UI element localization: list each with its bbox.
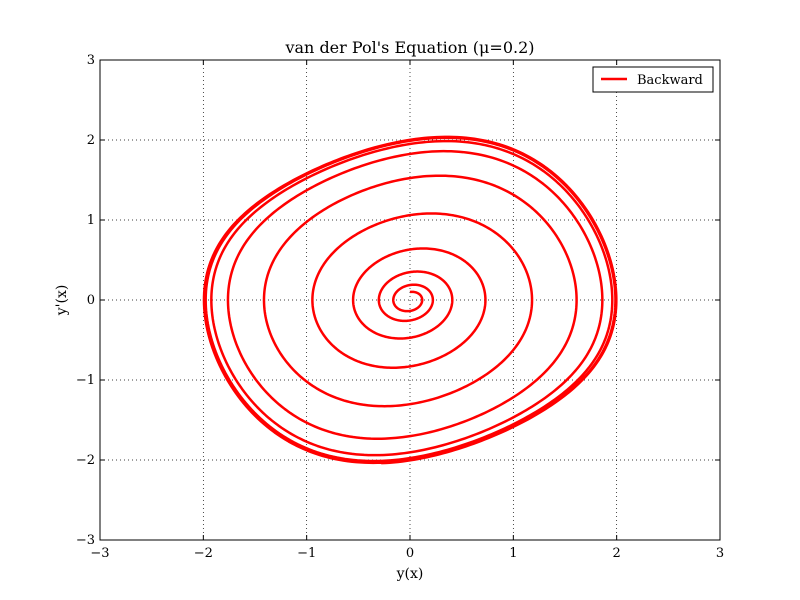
legend: Backward [592, 66, 714, 93]
y-tick-label: 3 [87, 53, 95, 68]
x-tick-label: 1 [509, 546, 517, 561]
x-tick-label: 0 [406, 546, 414, 561]
x-tick-label: 3 [716, 546, 724, 561]
x-tick-label: −2 [194, 546, 213, 561]
y-tick-label: 2 [87, 133, 95, 148]
y-tick-label: 0 [87, 293, 95, 308]
series-layer [202, 135, 618, 465]
y-axis-label: y'(x) [54, 285, 70, 317]
series-line-backward [202, 135, 618, 465]
x-tick-label: −1 [297, 546, 316, 561]
x-axis-label: y(x) [396, 566, 424, 582]
x-tick-label: −3 [90, 546, 109, 561]
y-tick-label: 1 [87, 213, 95, 228]
y-tick-label: −3 [76, 533, 95, 548]
y-tick-label: −1 [76, 373, 95, 388]
x-tick-label: 2 [613, 546, 621, 561]
chart-title: van der Pol's Equation (μ=0.2) [284, 38, 534, 57]
legend-label-backward: Backward [637, 73, 703, 88]
y-tick-label: −2 [76, 453, 95, 468]
ticks: −3 −2 −1 0 1 2 3 −3 −2 −1 0 1 2 3 [76, 53, 724, 561]
